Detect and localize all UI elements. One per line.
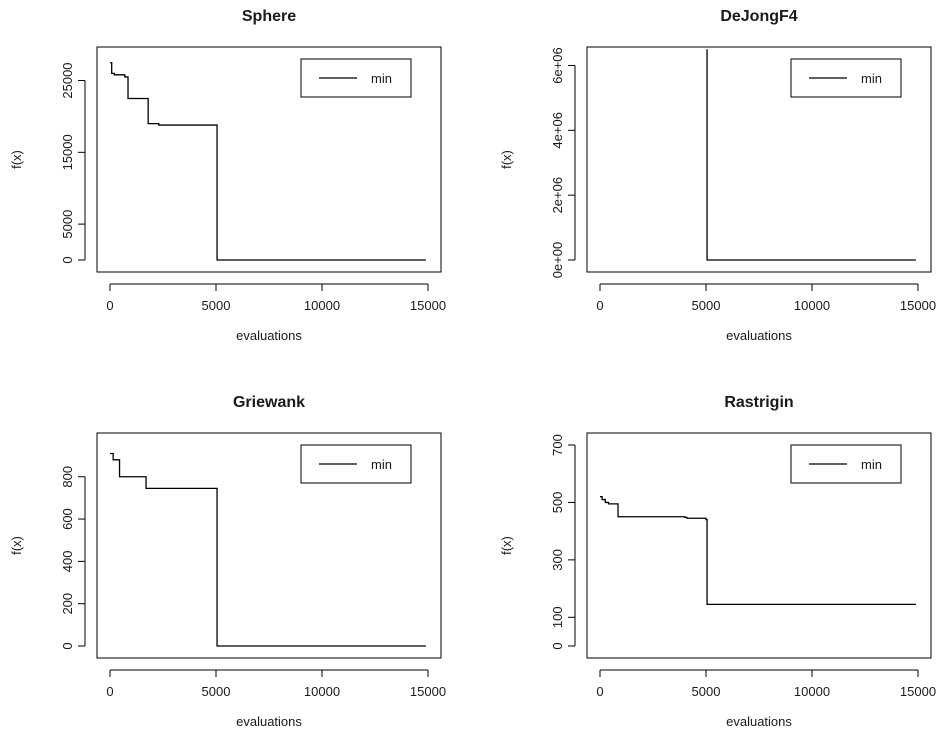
chart-panel: Griewank 0 5000 10000 15000 evaluations 0 200 40… [9,394,446,729]
plot-frame [586,46,932,273]
chart-title: Griewank [233,394,305,411]
series-line-min [110,452,426,647]
legend: min [790,444,902,484]
y-tick-label: 0 [60,256,75,263]
x-tick-label: 5000 [692,684,721,699]
x-axis-label: evaluations [236,328,302,343]
x-tick-label: 0 [106,684,113,699]
y-axis-label: f(x) [499,536,514,555]
chart-panel: Sphere 0 5000 10000 15000 evaluations 0 5000 150… [9,8,446,343]
x-axis-label: evaluations [726,714,792,729]
chart-panel: Rastrigin 0 5000 10000 15000 evaluations 0 100 3… [499,394,936,729]
y-axis-label: f(x) [499,150,514,169]
y-tick-label: 15000 [60,134,75,170]
plot-frame [96,46,442,273]
plot-frame [96,432,442,659]
y-tick-label: 2e+06 [550,177,565,214]
x-tick-label: 15000 [410,684,446,699]
y-tick-label: 4e+06 [550,112,565,149]
x-tick-label: 15000 [410,298,446,313]
y-tick-label: 6e+06 [550,47,565,84]
x-tick-label: 0 [596,684,603,699]
chart-title: DeJongF4 [720,8,797,25]
x-axis-label: evaluations [726,328,792,343]
y-tick-label: 300 [550,549,565,571]
legend: min [300,58,412,98]
y-tick-label: 200 [60,593,75,615]
legend-label-min: min [861,71,882,86]
y-tick-label: 0 [550,642,565,649]
y-tick-label: 0e+00 [550,242,565,279]
plot-frame [586,432,932,659]
y-tick-label: 600 [60,508,75,530]
y-tick-label: 0 [60,642,75,649]
y-tick-label: 500 [550,492,565,514]
x-tick-label: 5000 [692,298,721,313]
x-axis-label: evaluations [236,714,302,729]
y-tick-label: 700 [550,434,565,456]
legend: min [300,444,412,484]
series-line-min [706,49,916,261]
x-tick-label: 5000 [202,684,231,699]
series-line-min [110,61,426,261]
y-tick-label: 25000 [60,62,75,98]
legend-label-min: min [861,457,882,472]
legend-label-min: min [371,71,392,86]
x-tick-label: 0 [106,298,113,313]
y-axis-label: f(x) [9,536,24,555]
chart-panel: DeJongF4 0 5000 10000 15000 evaluations 0e+00 2… [499,8,936,343]
x-tick-label: 10000 [794,684,830,699]
legend: min [790,58,902,98]
x-tick-label: 0 [596,298,603,313]
chart-title: Sphere [242,8,296,25]
chart-title: Rastrigin [724,394,793,411]
y-tick-label: 100 [550,606,565,628]
x-tick-label: 15000 [900,298,936,313]
series-line-min [600,496,916,606]
x-tick-label: 10000 [304,298,340,313]
x-tick-label: 5000 [202,298,231,313]
x-tick-label: 10000 [794,298,830,313]
x-tick-label: 15000 [900,684,936,699]
x-tick-label: 10000 [304,684,340,699]
y-tick-label: 5000 [60,210,75,239]
y-axis-label: f(x) [9,150,24,169]
y-tick-label: 400 [60,551,75,573]
legend-label-min: min [371,457,392,472]
y-tick-label: 800 [60,466,75,488]
